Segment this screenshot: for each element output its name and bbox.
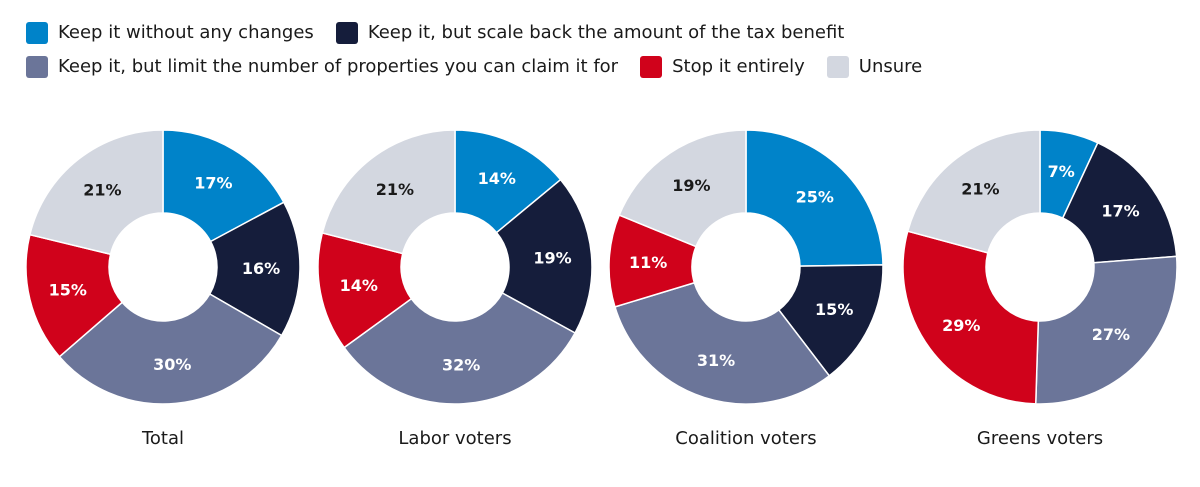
legend: Keep it without any changes Keep it, but … — [26, 18, 1186, 86]
legend-item-stop-it-entirely: Stop it entirely — [640, 55, 805, 78]
slice-unsure — [321, 129, 456, 255]
slice-value-label: 11% — [629, 253, 667, 272]
legend-item-keep-it-without-any-changes: Keep it without any changes — [26, 21, 314, 44]
legend-swatch — [26, 21, 48, 44]
slice-keep-it-without-any-changes — [745, 129, 884, 267]
slice-value-label: 27% — [1092, 325, 1130, 344]
slice-keep-it-but-scale-back-the-amount-of-the-tax-benefit — [777, 264, 884, 377]
slice-value-label: 31% — [697, 351, 735, 370]
slice-keep-it-but-scale-back-the-amount-of-the-tax-benefit — [495, 178, 593, 335]
slice-value-label: 21% — [83, 180, 121, 199]
legend-item-unsure: Unsure — [826, 55, 923, 78]
slice-keep-it-but-limit-the-number-of-properties-you-can-claim-it-for — [58, 292, 283, 405]
legend-swatch — [26, 55, 48, 78]
slice-value-label: 16% — [242, 259, 280, 278]
chart-title: Coalition voters — [675, 428, 816, 449]
legend-label: Keep it without any changes — [58, 22, 314, 43]
legend-swatch — [640, 55, 663, 78]
slice-value-label: 14% — [340, 276, 378, 295]
legend-item-keep-it-but-limit-the-number-of-properties-you-can-claim-it-for: Keep it, but limit the number of propert… — [26, 55, 619, 78]
legend-label: Keep it, but limit the number of propert… — [58, 56, 619, 77]
slice-keep-it-but-limit-the-number-of-properties-you-can-claim-it-for — [343, 291, 577, 405]
slice-value-label: 30% — [153, 355, 191, 374]
slice-value-label: 15% — [815, 300, 853, 319]
chart-title: Total — [141, 428, 184, 449]
slice-unsure — [28, 129, 164, 256]
slice-value-label: 21% — [961, 180, 999, 199]
donut-labor-voters: 14% 19% 32% 14% 21% Labor voters — [317, 129, 593, 449]
slice-keep-it-but-limit-the-number-of-properties-you-can-claim-it-for — [1034, 255, 1178, 405]
slice-keep-it-without-any-changes — [454, 129, 562, 234]
slice-value-label: 14% — [478, 169, 516, 188]
slice-keep-it-but-scale-back-the-amount-of-the-tax-benefit — [208, 201, 301, 337]
legend-row: Keep it, but limit the number of propert… — [26, 52, 1186, 81]
slice-keep-it-without-any-changes — [162, 129, 285, 243]
donut-greens-voters: 7% 17% 27% 29% 21% Greens voters — [902, 129, 1178, 449]
chart-title: Labor voters — [398, 428, 511, 449]
slice-value-label: 29% — [942, 316, 980, 335]
slice-value-label: 17% — [194, 173, 232, 192]
slice-value-label: 21% — [376, 180, 414, 199]
legend-swatch — [335, 21, 358, 44]
chart-title: Greens voters — [977, 428, 1103, 449]
legend-label: Keep it, but scale back the amount of th… — [367, 22, 845, 43]
slice-keep-it-but-scale-back-the-amount-of-the-tax-benefit — [1061, 141, 1178, 264]
slice-stop-it-entirely — [25, 233, 124, 358]
legend-label: Stop it entirely — [672, 56, 805, 77]
donut-coalition-voters: 25% 15% 31% 11% 19% Coalition voters — [608, 129, 884, 449]
slice-keep-it-but-limit-the-number-of-properties-you-can-claim-it-for — [614, 281, 831, 405]
legend-row: Keep it without any changes Keep it, but … — [26, 18, 1186, 47]
slice-value-label: 25% — [796, 188, 834, 207]
slice-value-label: 19% — [533, 248, 571, 267]
legend-item-keep-it-but-scale-back-the-amount-of-the-tax-benefit: Keep it, but scale back the amount of th… — [335, 21, 845, 44]
slice-value-label: 15% — [49, 281, 87, 300]
slice-stop-it-entirely — [317, 232, 413, 349]
legend-label: Unsure — [858, 56, 923, 77]
donut-total: 17% 16% 30% 15% 21% Total — [25, 129, 301, 449]
slice-value-label: 19% — [672, 176, 710, 195]
slice-value-label: 17% — [1101, 202, 1139, 221]
slice-value-label: 32% — [442, 355, 480, 374]
slice-unsure — [906, 129, 1041, 254]
slice-stop-it-entirely — [902, 230, 1040, 405]
slice-unsure — [618, 129, 747, 248]
slice-value-label: 7% — [1048, 162, 1075, 181]
legend-swatch — [826, 55, 849, 78]
